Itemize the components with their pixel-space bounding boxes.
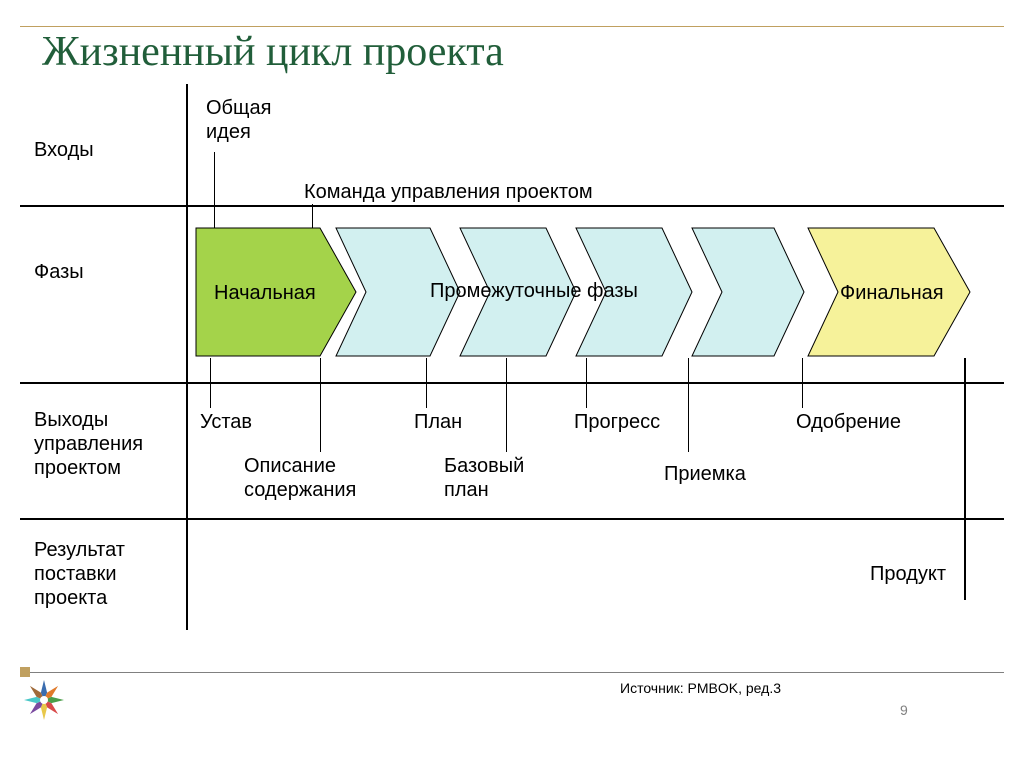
output-approval: Одобрение [796,410,901,434]
star-logo-icon [22,678,66,722]
phase-label-final: Финальная [840,282,944,305]
footer-rule [20,672,1004,673]
output-description: Описаниесодержания [244,454,356,502]
output-acceptance: Приемка [664,462,746,486]
output-tick-r2-2 [688,358,689,452]
footer-square [20,667,30,677]
slide-stage: Жизненный цикл проекта Входы Фазы Выходы… [0,0,1024,767]
output-baseline: Базовыйплан [444,454,524,502]
output-tick-r2-0 [320,358,321,452]
output-ustav: Устав [200,410,252,434]
output-tick-r2-1 [506,358,507,452]
source-text: Источник: PMBOK, ред.3 [620,680,781,696]
output-tick-r1-0 [210,358,211,408]
phase-arrows-svg [0,0,1024,767]
output-progress: Прогресс [574,410,660,434]
result-product: Продукт [870,562,946,586]
page-number: 9 [900,702,908,718]
output-plan: План [414,410,462,434]
phase-label-initial: Начальная [214,282,316,305]
output-tick-r1-3 [802,358,803,408]
output-tick-r1-1 [426,358,427,408]
phase-label-intermediate: Промежуточные фазы [430,280,638,303]
output-tick-r1-2 [586,358,587,408]
